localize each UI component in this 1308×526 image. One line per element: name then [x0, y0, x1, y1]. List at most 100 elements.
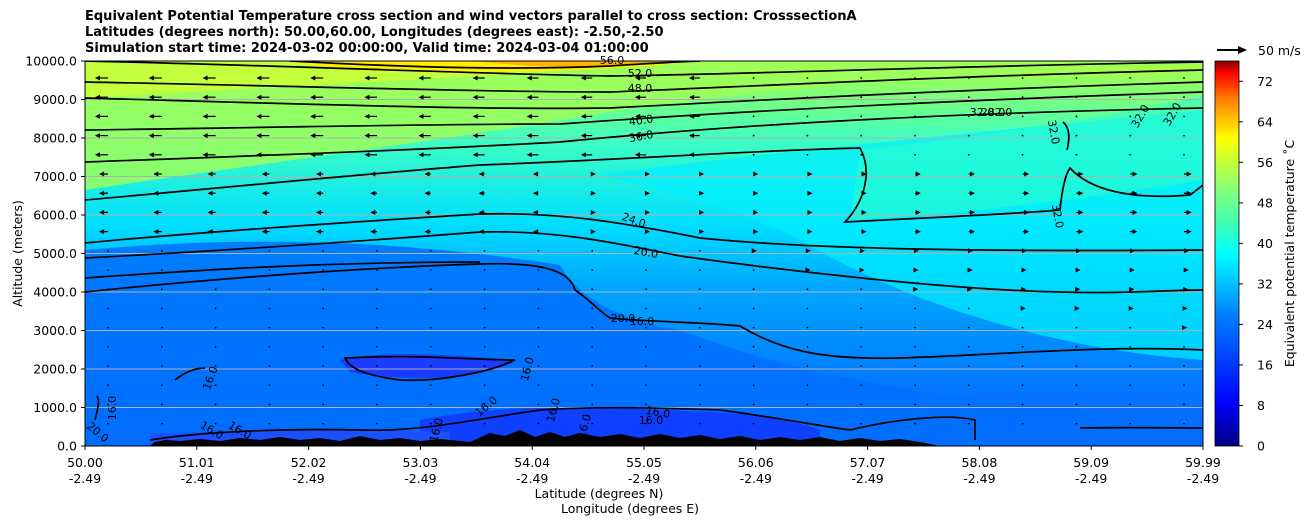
wind-vector	[370, 229, 377, 235]
wind-vector	[806, 422, 809, 425]
wind-vector	[1022, 171, 1030, 177]
wind-vector	[689, 94, 700, 100]
wind-vector	[148, 94, 162, 100]
wind-vector	[148, 113, 162, 119]
wind-vector	[1021, 96, 1024, 99]
wind-vector	[699, 190, 705, 196]
wind-vector	[160, 249, 163, 252]
wind-vector	[807, 171, 813, 177]
wind-vector	[472, 94, 485, 100]
wind-vector	[752, 422, 755, 425]
wind-vector	[537, 384, 540, 387]
wind-vector	[472, 75, 485, 81]
wind-vector	[913, 267, 919, 273]
wind-vector	[537, 249, 540, 252]
wind-vector	[806, 365, 809, 367]
wind-vector	[207, 229, 216, 235]
wind-vector	[537, 326, 540, 329]
wind-vector	[914, 77, 916, 79]
contour-label: 16.0	[645, 404, 671, 421]
x-tick-label-lat: 52.02	[291, 455, 327, 470]
wind-vector	[1075, 326, 1078, 329]
wind-vector	[752, 307, 755, 310]
contour-labels: 56.052.048.040.036.032.032.032.032.0 32.0…	[84, 54, 1184, 445]
wind-vector	[1075, 403, 1078, 406]
wind-vector	[1021, 422, 1024, 425]
wind-vector	[967, 307, 970, 310]
wind-vector	[1021, 326, 1024, 329]
wind-vector	[1075, 286, 1081, 292]
wind-vector	[148, 133, 162, 139]
wind-vector	[310, 113, 324, 119]
wind-vector	[1022, 209, 1030, 215]
wind-vector	[915, 229, 921, 235]
chart-title-line-3: Simulation start time: 2024-03-02 00:00:…	[85, 41, 649, 56]
wind-vector	[376, 307, 378, 310]
wind-vector	[1184, 171, 1192, 177]
wind-vector	[968, 209, 975, 215]
wind-vector	[968, 171, 975, 177]
contour-label: 16.0	[630, 315, 655, 328]
x-tick-label-lon: -2.49	[292, 471, 324, 486]
wind-vector	[424, 209, 431, 215]
wind-vector	[364, 133, 377, 139]
wind-vector	[1183, 134, 1185, 137]
wind-vector	[107, 365, 109, 367]
wind-vector	[1183, 96, 1185, 99]
wind-vector	[860, 307, 863, 310]
wind-vector	[967, 96, 970, 99]
wind-vector	[806, 384, 809, 387]
wind-vector	[1182, 305, 1188, 311]
contour-label: 32.0	[1045, 119, 1062, 145]
wind-vector	[376, 345, 378, 348]
wind-vector	[214, 345, 217, 348]
wind-vector	[1021, 384, 1024, 387]
x-tick-label-lon: -2.49	[1187, 471, 1219, 486]
wind-vector	[806, 115, 809, 118]
wind-vector	[107, 326, 109, 329]
wind-vector	[967, 326, 970, 329]
wind-vector	[1130, 229, 1138, 235]
wind-vector	[322, 326, 325, 329]
wind-vector	[99, 209, 108, 215]
wind-vector	[364, 94, 377, 100]
contour-label: 32.0	[1049, 203, 1066, 229]
wind-vector	[376, 365, 378, 367]
wind-vector	[967, 384, 970, 387]
wind-vector	[806, 326, 809, 329]
x-tick-label-lat: 59.99	[1185, 455, 1221, 470]
x-tick-label-lon: -2.49	[1075, 471, 1107, 486]
wind-vector	[483, 403, 486, 406]
wind-vector	[1130, 171, 1138, 177]
wind-vector	[806, 345, 809, 348]
contour-label: 40.0	[628, 112, 654, 128]
wind-vector	[913, 248, 919, 254]
wind-vector	[153, 209, 162, 215]
contour-label: 48.0	[628, 82, 653, 95]
wind-vector	[1129, 96, 1132, 99]
wind-vector	[751, 248, 757, 254]
wind-vector	[532, 229, 539, 235]
wind-vector	[860, 365, 863, 367]
contour-56	[289, 61, 701, 69]
contour-48	[85, 69, 1203, 93]
y-tick-label: 0.0	[57, 439, 77, 454]
wind-vector	[861, 190, 867, 196]
wind-vector	[95, 152, 108, 158]
wind-vector	[1075, 153, 1078, 156]
wind-vector	[591, 422, 594, 425]
wind-vector	[418, 75, 431, 81]
wind-vector	[202, 113, 216, 119]
wind-vector	[967, 403, 970, 406]
contour-label: 16.0	[518, 356, 537, 383]
wind-vector	[967, 153, 970, 156]
wind-vector	[752, 77, 755, 79]
contour-16a	[343, 355, 516, 382]
wind-vector	[483, 249, 486, 252]
y-tick-label: 5000.0	[33, 246, 77, 261]
wind-vector	[376, 269, 378, 271]
x-tick-label-lat: 57.07	[850, 455, 886, 470]
wind-vector	[153, 171, 162, 177]
wind-vector	[915, 209, 921, 215]
contour-44	[85, 81, 1203, 110]
